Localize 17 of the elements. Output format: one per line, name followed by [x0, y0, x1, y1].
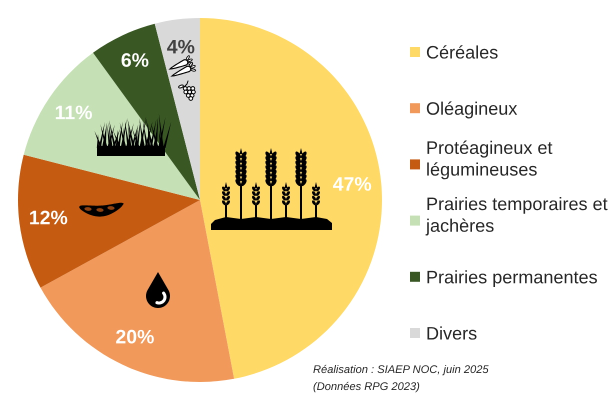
pie-slice — [93, 24, 200, 200]
legend-label: Oléagineux — [426, 101, 518, 118]
data-label: 4% — [167, 40, 194, 54]
text: (Données RPG 2023) — [314, 382, 420, 392]
data-label: 6% — [122, 53, 148, 67]
pie-slice — [154, 18, 200, 200]
data-label: 12% — [30, 210, 68, 224]
legend-label: Protéagineux et légumineuses — [427, 140, 552, 180]
legend-label: Prairies temporaires et jachères — [426, 196, 608, 236]
legend-label: Prairies permanentes — [427, 270, 597, 288]
legend-label: Céréales — [426, 45, 498, 59]
data-label: 20% — [116, 330, 154, 344]
pie-slice — [18, 154, 200, 288]
text: Réalisation : SIAEP NOC, juin 2025 — [313, 364, 489, 376]
data-label: 11% — [56, 106, 92, 120]
legend-label: Divers — [427, 326, 477, 340]
data-label: 47% — [333, 177, 372, 191]
